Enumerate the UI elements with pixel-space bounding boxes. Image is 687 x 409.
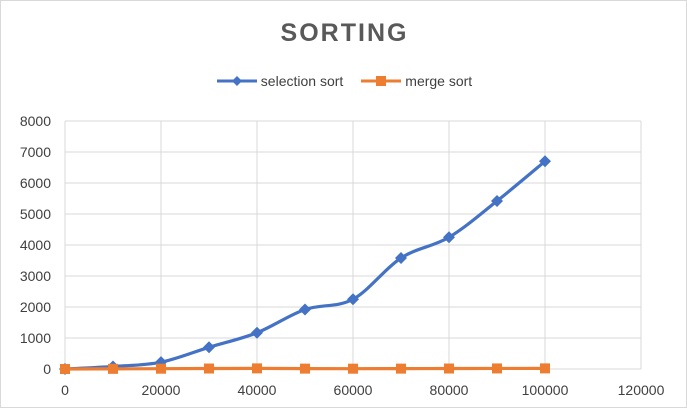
data-point-selection-sort [299, 303, 311, 316]
x-tick-label: 60000 [334, 382, 373, 398]
data-point-merge-sort [348, 363, 358, 374]
x-tick-label: 0 [61, 382, 69, 398]
y-tick-label: 5000 [20, 206, 51, 222]
data-point-selection-sort [203, 341, 215, 354]
data-point-merge-sort [156, 363, 166, 374]
y-tick-label: 1000 [20, 330, 51, 346]
y-tick-label: 8000 [20, 113, 51, 129]
x-tick-label: 40000 [238, 382, 277, 398]
data-point-selection-sort [443, 231, 455, 244]
chart-legend: selection sort merge sort [1, 73, 687, 89]
x-tick-label: 20000 [142, 382, 181, 398]
y-tick-label: 4000 [20, 237, 51, 253]
data-point-merge-sort [444, 363, 454, 374]
y-tick-label: 6000 [20, 175, 51, 191]
data-point-merge-sort [204, 363, 214, 374]
y-tick-label: 3000 [20, 268, 51, 284]
y-tick-label: 7000 [20, 144, 51, 160]
y-tick-label: 0 [43, 361, 51, 377]
data-point-selection-sort [395, 252, 407, 265]
x-tick-label: 100000 [522, 382, 569, 398]
data-point-merge-sort [300, 363, 310, 374]
data-point-merge-sort [396, 363, 406, 374]
y-tick-label: 2000 [20, 299, 51, 315]
data-point-selection-sort [491, 194, 503, 207]
data-point-merge-sort [540, 363, 550, 374]
legend-item-merge-sort: merge sort [361, 73, 472, 89]
legend-item-selection-sort: selection sort [216, 73, 344, 89]
legend-label-selection-sort: selection sort [260, 73, 344, 89]
x-tick-label: 120000 [618, 382, 665, 398]
legend-label-merge-sort: merge sort [405, 73, 473, 89]
data-point-merge-sort [60, 364, 70, 374]
data-point-merge-sort [252, 363, 262, 374]
legend-swatch-merge-sort [361, 76, 402, 86]
chart-title: SORTING [280, 19, 409, 47]
x-tick-label: 80000 [430, 382, 469, 398]
legend-swatch-selection-sort [216, 76, 257, 86]
data-point-selection-sort [539, 155, 551, 168]
data-point-merge-sort [108, 363, 118, 374]
data-point-selection-sort [251, 326, 263, 339]
data-point-selection-sort [347, 293, 359, 306]
data-point-merge-sort [492, 363, 502, 374]
